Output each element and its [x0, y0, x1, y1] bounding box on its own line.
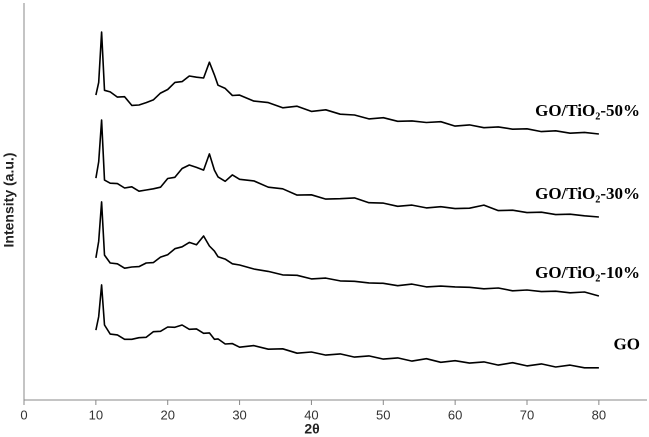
x-tick-label: 30 — [232, 407, 246, 422]
x-tick-label: 20 — [160, 407, 174, 422]
x-tick-label: 0 — [20, 407, 27, 422]
series-line — [95, 284, 599, 369]
x-tick-label: 70 — [520, 407, 534, 422]
series-label: GO/TiO₂-10% — [535, 263, 640, 282]
x-axis-title: 2θ — [304, 421, 319, 437]
series-line — [95, 31, 599, 135]
x-tick-label: 60 — [448, 407, 462, 422]
x-tick-label: 40 — [304, 407, 318, 422]
series-line — [95, 119, 599, 218]
x-tick-label: 10 — [89, 407, 103, 422]
series-label: GO/TiO₂-30% — [535, 184, 640, 203]
series-line — [95, 201, 600, 297]
x-tick-label: 50 — [376, 407, 390, 422]
y-axis-title: Intensity (a.u.) — [1, 153, 17, 248]
series-label: GO — [614, 335, 640, 354]
x-tick-label: 80 — [592, 407, 606, 422]
series-label: GO/TiO₂-50% — [535, 101, 640, 120]
